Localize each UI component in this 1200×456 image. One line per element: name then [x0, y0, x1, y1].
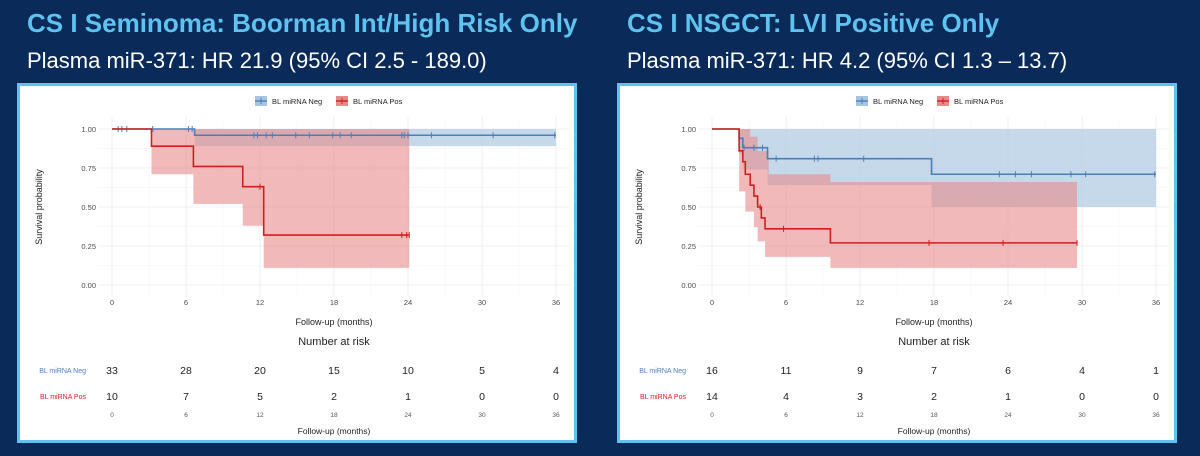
risk-count: 20	[254, 365, 266, 377]
risk-count: 0	[479, 391, 485, 403]
y-tick-label: 1.00	[81, 125, 96, 134]
risk-count: 10	[106, 391, 118, 403]
risk-time-label: 0	[110, 412, 114, 419]
y-tick-label: 0.50	[681, 203, 696, 212]
y-axis-title: Survival probability	[634, 169, 644, 245]
risk-row-label: BL miRNA Neg	[39, 368, 86, 375]
y-tick-label: 0.50	[81, 203, 96, 212]
x-tick-label: 18	[330, 298, 338, 307]
risk-count: 15	[328, 365, 340, 377]
risk-count: 28	[180, 365, 192, 377]
x-tick-label: 36	[552, 298, 560, 307]
right-km-plot: 0.00 0.25 0.50 0.75 1.00 0 6 12 18 24 30 36 Follow-u…	[617, 83, 1177, 443]
risk-count: 1	[1005, 391, 1011, 403]
x-tick-label: 36	[1152, 298, 1160, 307]
risk-count: 0	[1153, 391, 1159, 403]
risk-table-xlabel: Follow-up (months)	[898, 426, 971, 436]
risk-count: 9	[857, 365, 863, 377]
risk-count: 5	[479, 365, 485, 377]
y-axis-title: Survival probability	[34, 169, 44, 245]
x-axis-title: Follow-up (months)	[895, 317, 972, 327]
y-tick-label: 0.00	[81, 281, 96, 290]
left-km-plot: 0.00 0.25 0.50 0.75 1.00 0 6 12 18 24 30 36 Follow-u…	[17, 83, 577, 443]
x-tick-label: 24	[1004, 298, 1012, 307]
risk-time-label: 36	[552, 412, 560, 419]
risk-time-label: 18	[930, 412, 938, 419]
risk-time-label: 18	[330, 412, 338, 419]
y-tick-label: 0.75	[81, 164, 96, 173]
risk-time-label: 0	[710, 412, 714, 419]
x-tick-label: 6	[184, 298, 188, 307]
risk-time-label: 30	[1078, 412, 1086, 419]
risk-time-label: 24	[1004, 412, 1012, 419]
y-tick-label: 0.00	[681, 281, 696, 290]
risk-time-label: 12	[856, 412, 864, 419]
y-tick-label: 0.25	[81, 242, 96, 251]
panel-title: CS I Seminoma: Boorman Int/High Risk Onl…	[27, 8, 578, 38]
x-tick-label: 24	[404, 298, 412, 307]
x-tick-label: 12	[256, 298, 264, 307]
survival-curve-pos	[112, 128, 410, 236]
risk-table-title: Number at risk	[898, 336, 970, 348]
km-chart-svg: 0.000.250.500.751.000 6 12 18 24 30 36Follow-u…	[634, 96, 1170, 436]
risk-time-label: 24	[404, 412, 412, 419]
y-tick-label: 0.25	[681, 242, 696, 251]
legend-label: BL miRNA Neg	[272, 97, 322, 106]
risk-time-label: 6	[784, 412, 788, 419]
risk-count: 14	[706, 391, 718, 403]
risk-count: 1	[405, 391, 411, 403]
risk-count: 7	[183, 391, 189, 403]
x-tick-label: 12	[856, 298, 864, 307]
risk-count: 2	[931, 391, 937, 403]
risk-time-label: 6	[184, 412, 188, 419]
risk-count: 33	[106, 365, 118, 377]
risk-count: 4	[783, 391, 789, 403]
risk-count: 2	[331, 391, 337, 403]
risk-table-title: Number at risk	[298, 336, 370, 348]
risk-count: 0	[1079, 391, 1085, 403]
risk-time-label: 36	[1152, 412, 1160, 419]
panel-subtitle: Plasma miR-371: HR 21.9 (95% CI 2.5 - 18…	[27, 48, 487, 73]
x-tick-label: 18	[930, 298, 938, 307]
panel-subtitle: Plasma miR-371: HR 4.2 (95% CI 1.3 – 13.…	[627, 48, 1068, 73]
risk-row-label: BL miRNA Pos	[40, 394, 87, 401]
risk-count: 11	[781, 365, 792, 377]
risk-count: 5	[257, 391, 263, 403]
survival-curve-neg	[112, 128, 556, 137]
legend-label: BL miRNA Neg	[873, 97, 923, 106]
x-tick-label: 30	[478, 298, 486, 307]
risk-count: 4	[553, 365, 559, 377]
x-tick-label: 30	[1078, 298, 1086, 307]
risk-row-label: BL miRNA Pos	[640, 394, 687, 401]
x-tick-label: 0	[710, 298, 714, 307]
survival-curve-pos	[712, 128, 1078, 244]
y-tick-label: 1.00	[681, 125, 696, 134]
risk-count: 6	[1005, 365, 1011, 377]
risk-count: 0	[553, 391, 559, 403]
panel-title: CS I NSGCT: LVI Positive Only	[627, 8, 1000, 38]
km-chart-svg: 0.000.250.500.751.000 6 12 18 24 30 36Follow-u…	[34, 96, 570, 436]
risk-count: 4	[1079, 365, 1085, 377]
legend-label: BL miRNA Pos	[954, 97, 1004, 106]
risk-count: 10	[402, 365, 414, 377]
risk-table-xlabel: Follow-up (months)	[298, 426, 371, 436]
x-tick-label: 0	[110, 298, 114, 307]
legend-label: BL miRNA Pos	[353, 97, 403, 106]
x-axis-title: Follow-up (months)	[295, 317, 372, 327]
y-tick-label: 0.75	[681, 164, 696, 173]
ci-band-pos	[112, 129, 410, 268]
ci-band-pos	[712, 129, 1078, 268]
risk-time-label: 30	[478, 412, 486, 419]
risk-time-label: 12	[256, 412, 264, 419]
risk-count: 7	[931, 365, 937, 377]
risk-count: 1	[1153, 365, 1159, 377]
x-tick-label: 6	[784, 298, 788, 307]
risk-count: 16	[706, 365, 718, 377]
risk-count: 3	[857, 391, 863, 403]
risk-row-label: BL miRNA Neg	[639, 368, 686, 375]
